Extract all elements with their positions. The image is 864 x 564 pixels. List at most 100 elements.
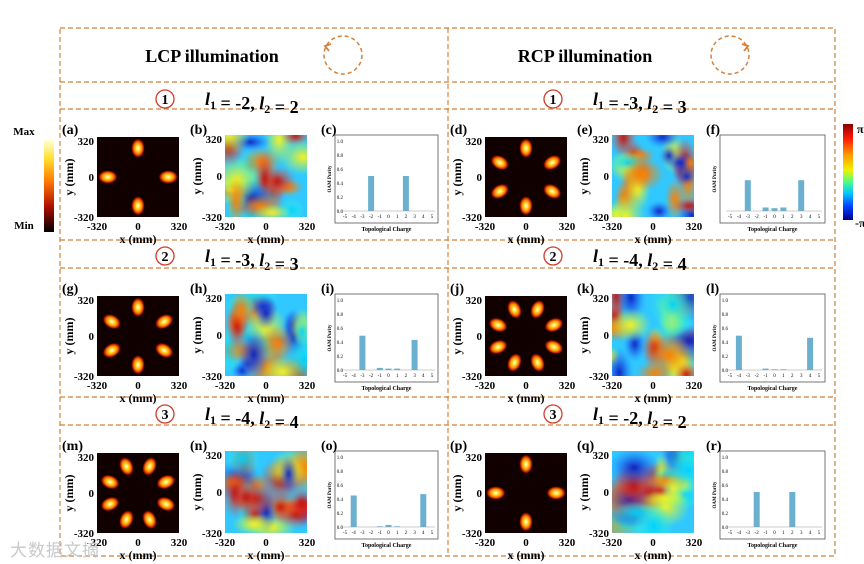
intensity-lobe — [154, 313, 174, 330]
intensity-lobe — [100, 496, 120, 512]
chart-xtick: -3 — [746, 374, 751, 379]
chart-xtick: 3 — [413, 531, 416, 536]
panel-letter: (e) — [577, 123, 593, 138]
intensity-d-ytick-top: 320 — [466, 136, 483, 148]
phase-region — [644, 333, 692, 376]
chart-bar — [735, 335, 742, 370]
phase-region — [678, 167, 694, 186]
chart-xtick: 0 — [387, 374, 390, 379]
intensity-lobe — [156, 474, 176, 490]
chart-xtick: -3 — [746, 531, 751, 536]
chart-ytick: 0.4 — [337, 182, 344, 187]
phase-region — [292, 314, 307, 348]
phase-q-xtick-right: 320 — [686, 537, 703, 549]
intensity-p-ylabel: y (mm) — [450, 475, 464, 512]
intensity-j-ytick-bottom: -320 — [462, 371, 483, 383]
chart-xtick: 4 — [809, 374, 812, 379]
chart-ytick: 0.6 — [337, 327, 344, 332]
intensity-lobe — [530, 352, 546, 373]
chart-xtick: -1 — [378, 374, 383, 379]
row-2-right-label: 2 l1 = -4, l2 = 4 — [543, 246, 687, 274]
intensity-lobe — [519, 195, 533, 216]
chart-xtick: -2 — [369, 531, 374, 536]
right-column-title: RCP illumination — [518, 46, 653, 66]
chart-xtick: -4 — [352, 215, 357, 220]
chart-ytick: 0.6 — [337, 484, 344, 489]
intensity-lobe — [97, 170, 118, 184]
bar-chart-r: 0.0 0.2 0.4 0.6 0.8 1.0 -5 -4 -3 -2 -1 0 1 2 3 4 5 Topolo… — [713, 450, 826, 549]
chart-xtick: -4 — [737, 531, 742, 536]
chart-xtick: 5 — [431, 531, 434, 536]
chart-xtick: -2 — [369, 215, 374, 220]
panel-letter: (l) — [706, 282, 720, 297]
intensity-j-ylabel: y (mm) — [450, 318, 464, 355]
chart-xtick: 0 — [773, 531, 776, 536]
orbital-charge-label: l1 = -2, l2 = 2 — [205, 89, 299, 117]
chart-xtick: -1 — [378, 215, 383, 220]
intensity-p-xlabel: x (mm) — [508, 548, 545, 562]
chart-ylabel: OAM Purity — [713, 165, 718, 193]
chart-xtick: 1 — [396, 374, 399, 379]
phase-e-ytick-mid: 0 — [604, 171, 610, 183]
phase-k-xtick-mid: 0 — [650, 380, 656, 392]
phase-region — [279, 139, 307, 176]
chart-xtick: 3 — [800, 215, 803, 220]
intensity-lobe — [519, 454, 533, 475]
intensity-d-xlabel: x (mm) — [508, 232, 545, 246]
phase-map-e — [612, 135, 694, 217]
chart-xtick: -5 — [343, 374, 348, 379]
intensity-g-xlabel: x (mm) — [120, 391, 157, 405]
chart-xtick: -2 — [755, 374, 760, 379]
phase-region — [659, 145, 679, 167]
phase-b-ylabel: y (mm) — [190, 158, 204, 195]
chart-bar — [350, 495, 357, 527]
phase-map-q — [612, 451, 694, 533]
intensity-lobe — [100, 474, 120, 490]
phase-region — [253, 204, 291, 217]
phase-n-ytick-top: 320 — [206, 450, 223, 462]
intensity-lobe — [142, 509, 158, 530]
phase-region — [621, 157, 665, 191]
phase-region — [232, 483, 260, 512]
chart-bar — [402, 176, 409, 211]
intensity-m-ytick-mid: 0 — [89, 488, 95, 500]
chart-xtick: 1 — [782, 531, 785, 536]
chart-bar — [798, 180, 805, 211]
intensity-a-xtick-left: -320 — [87, 221, 108, 233]
panel-letter: (i) — [321, 282, 335, 297]
phase-n-ytick-mid: 0 — [217, 487, 223, 499]
chart-bar — [376, 526, 383, 527]
chart-xtick: 4 — [809, 531, 812, 536]
intensity-lobe — [131, 138, 145, 159]
chart-xlabel: Topological Charge — [748, 543, 798, 549]
phase-map-n — [225, 451, 307, 533]
chart-xtick: 3 — [413, 374, 416, 379]
chart-ytick: 0.8 — [722, 470, 729, 475]
intensity-j-xtick-left: -320 — [475, 380, 496, 392]
intensity-lobe — [131, 195, 145, 216]
panel-letter: (h) — [190, 282, 207, 297]
intensity-p-xtick-left: -320 — [475, 537, 496, 549]
chart-frame — [334, 134, 439, 224]
chart-bar — [753, 492, 760, 527]
phase-region — [260, 356, 305, 376]
phase-e-ytick-top: 320 — [593, 134, 610, 146]
chart-ytick: 1.0 — [337, 140, 344, 145]
intensity-p-xtick-mid: 0 — [523, 537, 529, 549]
intensity-g-xtick-left: -320 — [87, 380, 108, 392]
chart-bar — [807, 337, 814, 370]
chart-xtick: 1 — [782, 215, 785, 220]
phase-region — [649, 294, 694, 330]
intensity-lobe — [131, 354, 145, 375]
watermark: 大数据文摘 — [10, 541, 100, 561]
intensity-lobe — [519, 511, 533, 532]
chart-bar — [394, 368, 401, 370]
chart-xtick: 1 — [396, 531, 399, 536]
chart-bar — [762, 207, 769, 211]
chart-xtick: -5 — [728, 374, 733, 379]
chart-xtick: 5 — [818, 374, 821, 379]
intensity-lobe — [158, 170, 179, 184]
phase-b-ytick-bottom: -320 — [202, 212, 223, 224]
phase-k-ytick-bottom: -320 — [589, 371, 610, 383]
chart-ytick: 0.0 — [722, 526, 729, 531]
